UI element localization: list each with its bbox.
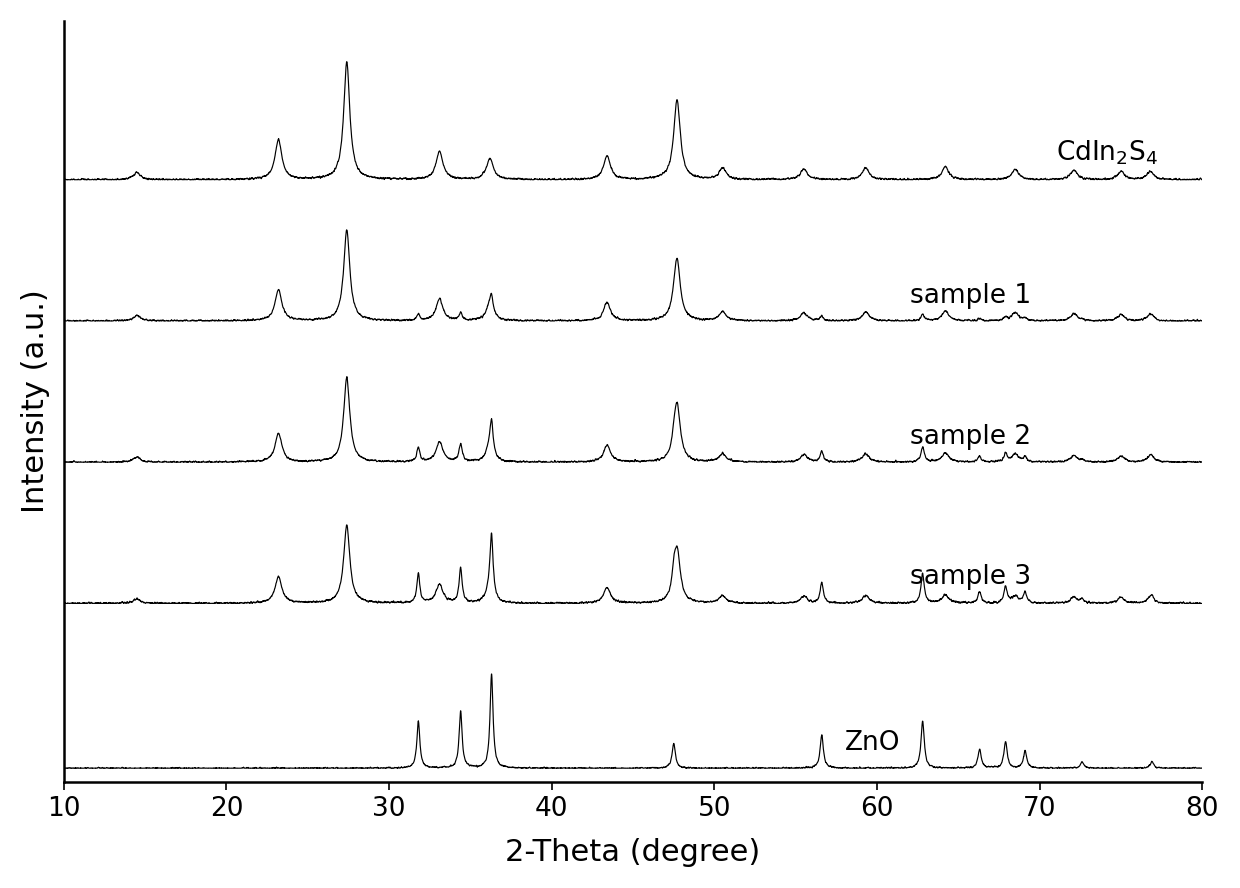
Text: sample 2: sample 2 [910, 424, 1030, 449]
Y-axis label: Intensity (a.u.): Intensity (a.u.) [21, 289, 50, 513]
X-axis label: 2-Theta (degree): 2-Theta (degree) [506, 838, 760, 868]
Text: sample 1: sample 1 [910, 283, 1030, 309]
Text: $\mathregular{CdIn_2S_4}$: $\mathregular{CdIn_2S_4}$ [1056, 139, 1158, 167]
Text: sample 3: sample 3 [910, 564, 1030, 591]
Text: ZnO: ZnO [844, 730, 900, 756]
